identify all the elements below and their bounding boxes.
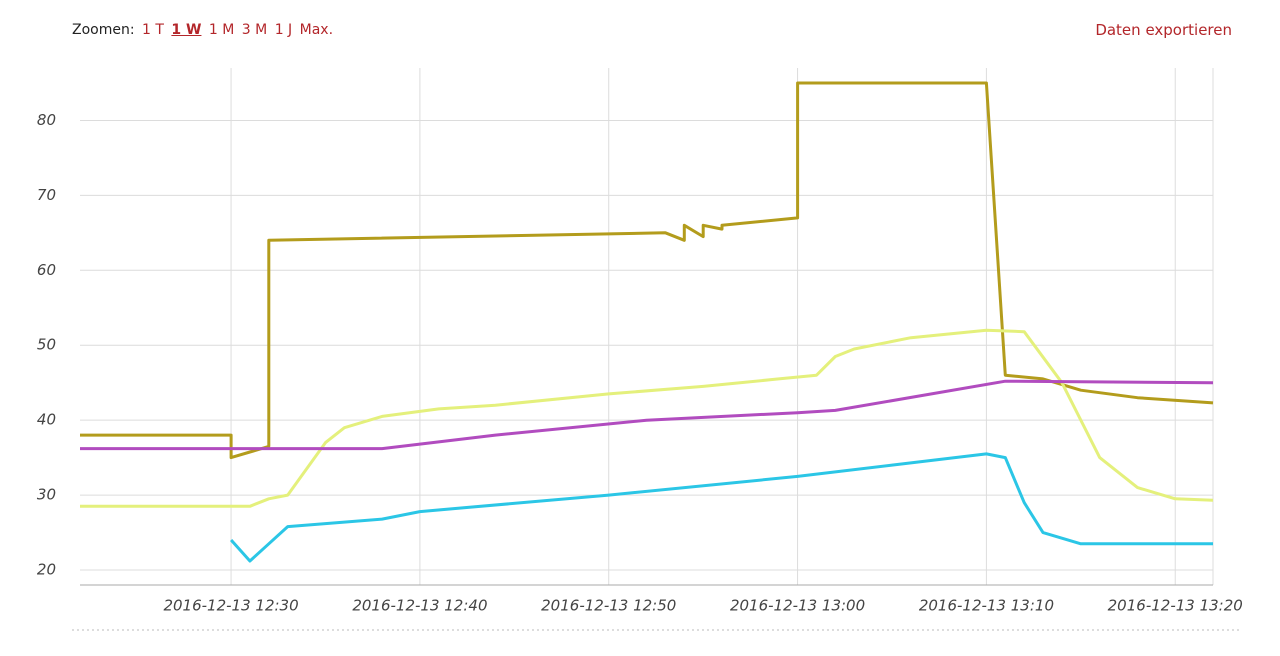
y-tick-label: 80 (37, 111, 56, 129)
line-series (229, 452, 1213, 563)
y-tick-label: 60 (37, 261, 56, 279)
x-tick-label: 2016-12-13 13:00 (730, 597, 865, 615)
zoom-option[interactable]: Max. (299, 22, 334, 38)
line-series (80, 328, 1214, 508)
y-tick-label: 20 (37, 561, 56, 579)
x-tick-label: 2016-12-13 12:50 (541, 597, 676, 615)
zoom-option[interactable]: 1 J (274, 22, 293, 38)
zoom-option[interactable]: 1 W (171, 22, 202, 38)
y-tick-label: 50 (37, 336, 56, 354)
export-link[interactable]: Daten exportieren (1095, 21, 1232, 39)
y-tick-label: 70 (37, 186, 56, 204)
x-tick-label: 2016-12-13 12:40 (352, 597, 487, 615)
zoom-option[interactable]: 1 T (142, 22, 164, 38)
x-tick-label: 2016-12-13 12:30 (163, 597, 298, 615)
y-tick-label: 30 (37, 486, 56, 504)
zoom-toolbar: Zoomen: 1 T 1 W 1 M 3 M 1 J Max. (72, 22, 333, 38)
x-tick-label: 2016-12-13 13:20 (1108, 597, 1243, 615)
zoom-label: Zoomen: (72, 22, 135, 38)
zoom-option[interactable]: 3 M (241, 22, 268, 38)
line-series (80, 379, 1214, 451)
x-tick-label: 2016-12-13 13:10 (919, 597, 1054, 615)
line-series (80, 81, 1214, 460)
y-tick-label: 40 (37, 411, 56, 429)
zoom-option[interactable]: 1 M (208, 22, 235, 38)
